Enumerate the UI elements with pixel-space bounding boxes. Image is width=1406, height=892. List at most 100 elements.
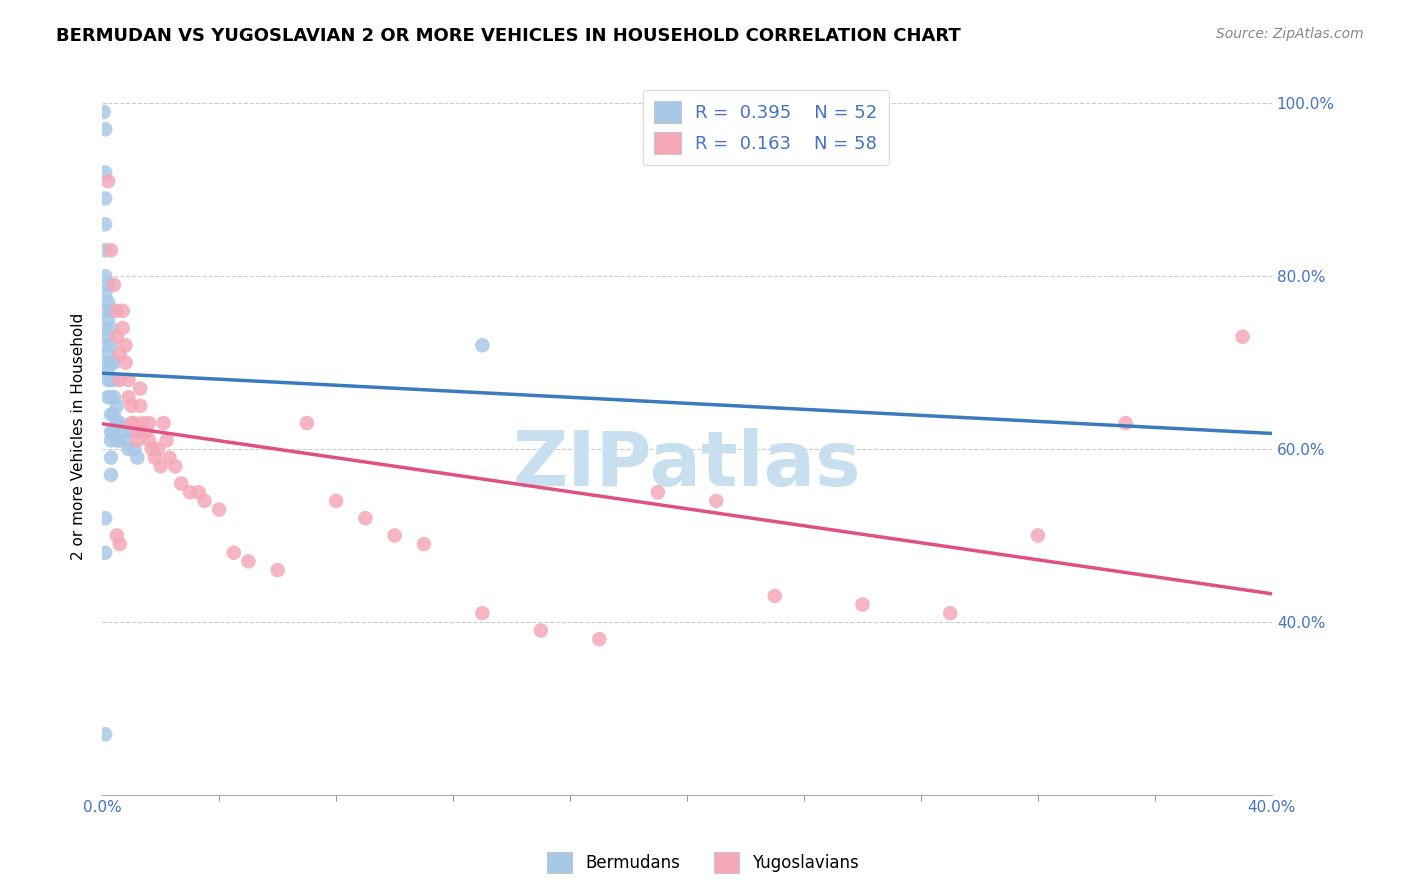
Point [704,494,727,508]
Point [94,286,117,301]
Point [100,303,122,318]
Point [94,511,117,525]
Point [93,105,115,120]
Point [647,485,669,500]
Point [108,347,131,361]
Point [179,485,201,500]
Point [111,425,134,439]
Point [97,390,120,404]
Point [105,303,128,318]
Point [97,329,120,343]
Point [208,502,231,516]
Point [105,434,128,448]
Point [100,450,122,465]
Text: BERMUDAN VS YUGOSLAVIAN 2 OR MORE VEHICLES IN HOUSEHOLD CORRELATION CHART: BERMUDAN VS YUGOSLAVIAN 2 OR MORE VEHICL… [56,27,960,45]
Point [763,589,786,603]
Point [143,450,166,465]
Point [193,494,215,508]
Point [152,416,174,430]
Point [105,399,128,413]
Point [124,416,146,430]
Point [129,425,152,439]
Point [108,537,131,551]
Point [165,459,187,474]
Point [94,321,117,335]
Point [103,408,125,422]
Point [100,408,122,422]
Y-axis label: 2 or more Vehicles in Household: 2 or more Vehicles in Household [72,312,86,559]
Point [222,546,245,560]
Point [100,338,122,352]
Point [100,373,122,387]
Point [132,416,155,430]
Point [1232,329,1254,343]
Point [155,434,177,448]
Point [108,416,131,430]
Legend: Bermudans, Yugoslavians: Bermudans, Yugoslavians [540,846,866,880]
Point [530,624,553,638]
Point [114,356,136,370]
Point [146,442,169,456]
Point [471,338,494,352]
Point [105,528,128,542]
Point [97,364,120,378]
Point [94,191,117,205]
Point [129,382,152,396]
Point [94,303,117,318]
Point [170,476,193,491]
Point [149,459,172,474]
Point [159,450,181,465]
Point [97,295,120,310]
Point [94,356,117,370]
Point [1026,528,1049,542]
Point [100,434,122,448]
Point [187,485,209,500]
Point [100,390,122,404]
Point [108,434,131,448]
Point [1115,416,1137,430]
Point [100,356,122,370]
Point [97,174,120,188]
Point [105,416,128,430]
Point [94,122,117,136]
Point [266,563,288,577]
Point [851,598,873,612]
Point [138,434,160,448]
Point [939,606,962,620]
Point [94,727,117,741]
Point [94,218,117,232]
Text: ZIPatlas: ZIPatlas [513,428,862,502]
Point [111,321,134,335]
Point [97,312,120,326]
Point [117,373,139,387]
Point [103,277,125,292]
Point [120,425,142,439]
Point [141,442,163,456]
Point [108,373,131,387]
Point [354,511,377,525]
Text: Source: ZipAtlas.com: Source: ZipAtlas.com [1216,27,1364,41]
Point [103,373,125,387]
Point [135,425,157,439]
Point [100,244,122,258]
Point [94,338,117,352]
Point [100,467,122,482]
Point [100,425,122,439]
Point [127,434,149,448]
Point [103,425,125,439]
Point [588,632,610,647]
Point [105,329,128,343]
Point [117,442,139,456]
Point [111,303,134,318]
Point [100,321,122,335]
Point [120,416,142,430]
Point [412,537,434,551]
Point [117,390,139,404]
Point [325,494,347,508]
Point [127,425,149,439]
Point [94,269,117,284]
Point [94,244,117,258]
Point [124,442,146,456]
Point [114,434,136,448]
Point [138,416,160,430]
